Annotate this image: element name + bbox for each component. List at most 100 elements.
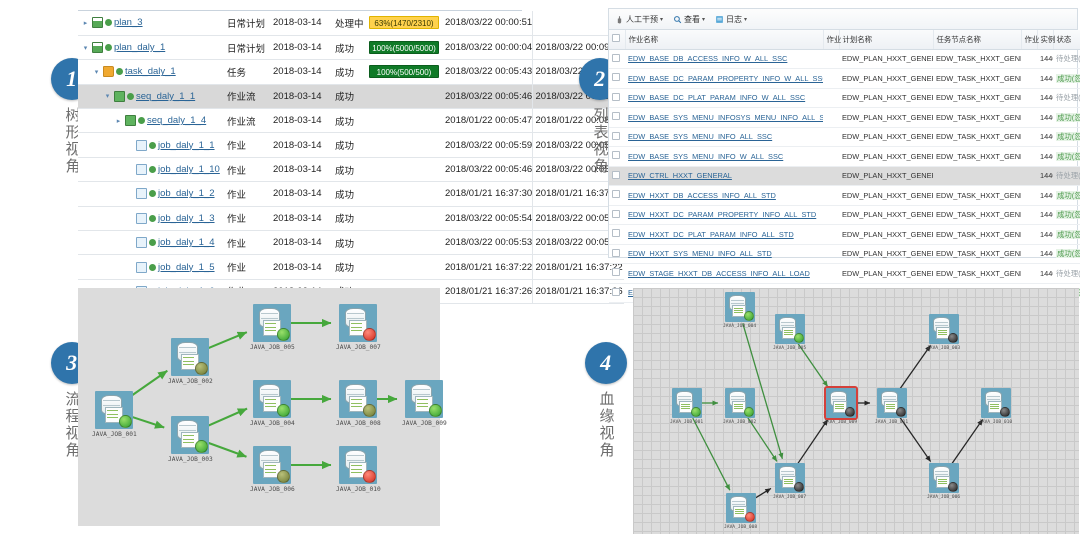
job-name-cell[interactable]: EDW_HXXT_DB_ACCESS_INFO_ALL_STD <box>625 185 823 206</box>
database-job-icon[interactable] <box>95 391 134 429</box>
row-checkbox[interactable] <box>612 151 620 160</box>
database-job-icon[interactable] <box>171 338 210 376</box>
job-name-cell[interactable]: EDW_HXXT_SYS_MENU_INFO_ALL_STD <box>625 244 823 264</box>
job-name-link[interactable]: EDW_BASE_SYS_MENU_INFO_W_ALL_SSC <box>628 151 784 161</box>
job-name-cell[interactable]: EDW_CTRL_HXXT_GENERAL <box>625 166 823 186</box>
database-job-icon[interactable] <box>724 388 755 418</box>
graph-node[interactable]: JAVA_JOB_006 <box>927 463 960 500</box>
row-select-cell[interactable] <box>609 68 625 89</box>
table-row[interactable]: EDW_HXXT_SYS_MENU_INFO_ALL_STD EDW_PLAN_H… <box>609 244 1080 264</box>
graph-node[interactable]: JAVA_JOB_009 <box>402 380 447 427</box>
database-job-icon[interactable] <box>253 304 292 342</box>
database-job-icon[interactable] <box>774 314 805 344</box>
tree-node-label[interactable]: job_daly_1_2 <box>158 188 215 200</box>
table-row[interactable]: job_daly_1_4 作业 2018-03-14 成功 2018/03/22 00:… <box>78 230 624 256</box>
tree-node-label[interactable]: job_daly_1_1 <box>158 139 215 151</box>
tree-node-label[interactable]: seq_daly_1_4 <box>147 115 207 127</box>
job-name-cell[interactable]: EDW_BASE_DB_ACCESS_INFO_W_ALL_SSC <box>625 49 823 69</box>
row-select-cell[interactable] <box>609 146 625 167</box>
database-job-icon[interactable] <box>980 388 1011 418</box>
graph-node[interactable]: JAVA_JOB_007 <box>773 463 806 500</box>
database-job-icon[interactable] <box>725 493 756 523</box>
tree-node-label[interactable]: plan_daly_1 <box>114 42 166 54</box>
row-checkbox[interactable] <box>612 53 620 62</box>
table-row[interactable]: EDW_BASE_DB_ACCESS_INFO_W_ALL_SSC EDW_PLA… <box>609 49 1080 69</box>
graph-node[interactable]: JAVA_JOB_008 <box>724 493 757 530</box>
graph-node[interactable]: JAVA_JOB_003 <box>168 416 213 463</box>
tree-node-cell[interactable]: job_daly_1_3 <box>78 206 224 232</box>
job-name-cell[interactable]: EDW_BASE_SYS_MENU_INFO_W_ALL_SSC <box>625 146 823 167</box>
graph-node[interactable]: JAVA_JOB_002 <box>168 338 213 385</box>
tree-node-cell[interactable]: job_daly_1_10 <box>78 157 224 183</box>
database-job-icon[interactable] <box>928 463 959 493</box>
graph-node[interactable]: JAVA_JOB_002 <box>723 388 756 425</box>
row-select-cell[interactable] <box>609 127 625 147</box>
job-name-link[interactable]: EDW_HXXT_DB_ACCESS_INFO_ALL_STD <box>628 190 776 200</box>
table-row[interactable]: EDW_BASE_SYS_MENU_INFOSYS_MENU_INFO_ALL_… <box>609 107 1080 128</box>
database-job-icon[interactable] <box>876 388 907 418</box>
tree-twisty-icon[interactable]: ▸ <box>116 117 121 125</box>
table-row[interactable]: EDW_CTRL_HXXT_GENERAL EDW_PLAN_HXXT_GENER… <box>609 166 1080 186</box>
table-row[interactable]: EDW_HXXT_DB_ACCESS_INFO_ALL_STD EDW_PLAN_… <box>609 185 1080 206</box>
table-row[interactable]: ▸ seq_daly_1_4 作业流 2018-03-14 成功 2018/01/22 0… <box>78 108 624 134</box>
select-all-checkbox[interactable] <box>612 34 620 43</box>
tree-node-cell[interactable]: ▸ plan_3 <box>78 11 224 36</box>
tree-node-cell[interactable]: job_daly_1_2 <box>78 181 224 207</box>
tree-node-label[interactable]: seq_daly_1_1 <box>136 90 196 102</box>
graph-node[interactable]: JAVA_JOB_004 <box>250 380 295 427</box>
table-row[interactable]: EDW_BASE_DC_PARAM_PROPERTY_INFO_W_ALL_SS… <box>609 68 1080 89</box>
row-select-cell[interactable] <box>609 283 625 303</box>
graph-node[interactable]: JAVA_JOB_003 <box>927 314 960 351</box>
job-name-link[interactable]: EDW_HXXT_DC_PARAM_PROPERTY_INFO_ALL_STD <box>628 210 817 220</box>
table-row[interactable]: EDW_HXXT_DC_PARAM_PROPERTY_INFO_ALL_STD E… <box>609 205 1080 225</box>
row-checkbox[interactable] <box>612 131 620 140</box>
table-row[interactable]: job_daly_1_10 作业 2018-03-14 成功 2018/03/22 00… <box>78 157 624 183</box>
job-name-cell[interactable]: EDW_HXXT_DC_PARAM_PROPERTY_INFO_ALL_STD <box>625 205 823 225</box>
database-job-icon[interactable] <box>253 446 292 484</box>
database-job-icon[interactable] <box>171 416 210 454</box>
tree-twisty-icon[interactable]: ▾ <box>94 68 99 76</box>
table-row[interactable]: job_daly_1_1 作业 2018-03-14 成功 2018/03/22 00:… <box>78 132 624 158</box>
row-checkbox[interactable] <box>612 112 620 121</box>
job-name-link[interactable]: EDW_BASE_DC_PLAT_PARAM_INFO_W_ALL_SSC <box>628 93 806 103</box>
job-name-link[interactable]: EDW_CTRL_HXXT_GENERAL <box>628 171 732 181</box>
job-name-link[interactable]: EDW_BASE_DC_PARAM_PROPERTY_INFO_W_ALL_SS… <box>628 73 823 83</box>
job-name-link[interactable]: EDW_BASE_SYS_MENU_INFO_ALL_SSC <box>628 132 773 142</box>
toolbar-item-log[interactable]: 日志 ▾ <box>715 14 747 25</box>
table-row[interactable]: ▸ plan_3 日常计划 2018-03-14 处理中 63%(1470/2310) 20… <box>78 11 624 36</box>
row-checkbox[interactable] <box>612 229 620 238</box>
graph-node[interactable]: JAVA_JOB_011 <box>875 388 908 425</box>
row-select-cell[interactable] <box>609 166 625 186</box>
table-row[interactable]: EDW_HXXT_DC_PLAT_PARAM_INFO_ALL_STD EDW_P… <box>609 224 1080 245</box>
row-checkbox[interactable] <box>612 268 620 277</box>
database-job-icon[interactable] <box>671 388 702 418</box>
list-view-panel[interactable]: 人工干预 ▾ 查看 ▾ 日志 ▾ 作业 <box>608 8 1080 303</box>
job-name-link[interactable]: EDW_BASE_DB_ACCESS_INFO_W_ALL_SSC <box>628 54 788 64</box>
row-checkbox[interactable] <box>612 287 620 296</box>
job-name-cell[interactable]: EDW_HXXT_DC_PLAT_PARAM_INFO_ALL_STD <box>625 224 823 245</box>
tree-node-cell[interactable]: ▸ seq_daly_1_4 <box>78 108 224 134</box>
job-name-link[interactable]: EDW_BASE_SYS_MENU_INFOSYS_MENU_INFO_ALL_… <box>628 112 823 122</box>
table-row[interactable]: EDW_BASE_SYS_MENU_INFO_W_ALL_SSC EDW_PLAN… <box>609 146 1080 167</box>
table-row[interactable]: job_daly_1_5 作业 2018-03-14 成功 2018/01/21 16:… <box>78 254 624 280</box>
row-select-cell[interactable] <box>609 205 625 225</box>
tree-node-label[interactable]: job_daly_1_3 <box>158 212 215 224</box>
table-row[interactable]: ▾ plan_daly_1 日常计划 2018-03-14 成功 100%(5000/50… <box>78 35 624 61</box>
row-checkbox[interactable] <box>612 209 620 218</box>
row-select-cell[interactable] <box>609 263 625 284</box>
graph-node[interactable]: JAVA_JOB_006 <box>250 446 295 493</box>
tree-node-cell[interactable]: job_daly_1_4 <box>78 230 224 256</box>
row-checkbox[interactable] <box>612 170 620 179</box>
database-job-icon[interactable] <box>823 386 858 420</box>
database-job-icon[interactable] <box>928 314 959 344</box>
tree-node-cell[interactable]: job_daly_1_1 <box>78 132 224 158</box>
table-row[interactable]: job_daly_1_2 作业 2018-03-14 成功 2018/01/21 16:… <box>78 181 624 207</box>
select-all-header[interactable] <box>609 30 626 50</box>
graph-node[interactable]: JAVA_JOB_001 <box>92 391 137 438</box>
job-name-cell[interactable]: EDW_BASE_SYS_MENU_INFOSYS_MENU_INFO_ALL_… <box>625 107 823 128</box>
tree-node-label[interactable]: job_daly_1_4 <box>158 237 215 249</box>
tree-node-label[interactable]: task_daly_1 <box>125 66 176 78</box>
tree-twisty-icon[interactable]: ▾ <box>105 93 110 101</box>
table-row[interactable]: EDW_STAGE_HXXT_DB_ACCESS_INFO_ALL_LOAD ED… <box>609 263 1080 284</box>
database-job-icon[interactable] <box>405 380 444 418</box>
